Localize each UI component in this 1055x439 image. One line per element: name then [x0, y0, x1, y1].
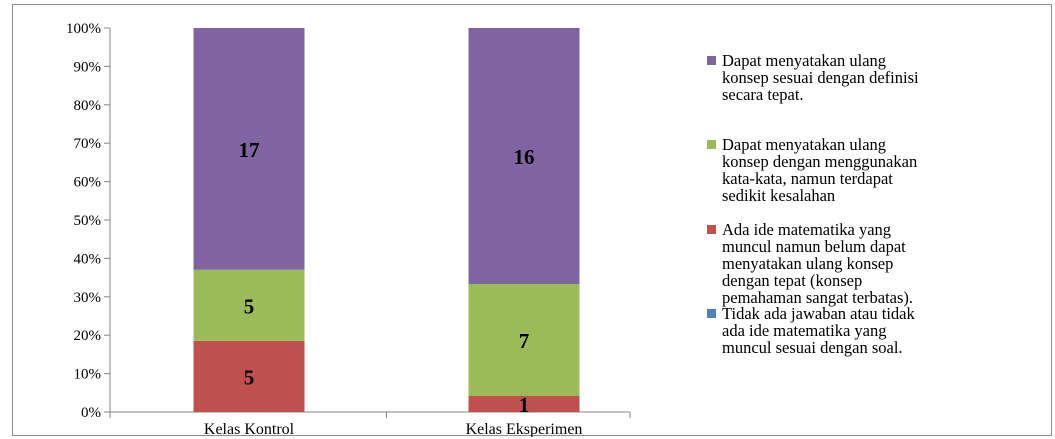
- legend-label: Tidak ada jawaban atau tidak: [722, 304, 915, 323]
- y-tick-label: 20%: [74, 328, 102, 344]
- data-label: 1: [519, 393, 530, 417]
- y-tick-label: 90%: [74, 59, 102, 75]
- bar-segment: [193, 269, 305, 341]
- legend-label: konsep dengan menggunakan: [722, 152, 917, 171]
- legend-label: secara tepat.: [722, 85, 804, 104]
- data-label: 5: [244, 365, 255, 389]
- y-tick-label: 70%: [74, 136, 102, 152]
- legend-label: pemahaman sangat terbatas).: [722, 288, 913, 307]
- y-tick-label: 60%: [74, 175, 102, 191]
- y-tick-label: 100%: [66, 21, 101, 37]
- legend-label: menyatakan ulang konsep: [722, 254, 893, 273]
- y-tick-label: 10%: [74, 367, 102, 383]
- legend-label: Ada ide matematika yang: [722, 220, 891, 239]
- chart-frame: 0% 10% 20% 30% 40% 50% 60% 70% 80% 90% 100% Kelas K…: [12, 4, 1052, 437]
- legend-swatch: [707, 309, 716, 318]
- legend-label: Dapat menyatakan ulang: [722, 135, 886, 154]
- legend-label: muncul sesuai dengan soal.: [722, 338, 903, 357]
- y-tick-label: 40%: [74, 251, 102, 267]
- legend-swatch: [707, 140, 716, 149]
- bar-segment: [193, 28, 305, 270]
- legend-label: konsep sesuai dengan definisi: [722, 68, 919, 87]
- y-tick-label: 80%: [74, 98, 102, 114]
- data-label: 5: [244, 294, 255, 318]
- bar-segment: [193, 340, 305, 412]
- legend-swatch: [707, 225, 716, 234]
- stacked-bar-chart: 0% 10% 20% 30% 40% 50% 60% 70% 80% 90% 100% Kelas K…: [66, 21, 919, 437]
- data-label: 7: [519, 329, 530, 353]
- legend-label: kata-kata, namun terdapat: [722, 169, 893, 188]
- y-tick-label: 50%: [74, 213, 102, 229]
- y-tick-label: 30%: [74, 290, 102, 306]
- y-tick-label: 0%: [81, 405, 101, 421]
- bar-segment: [468, 28, 580, 284]
- legend-label: sedikit kesalahan: [722, 186, 835, 205]
- data-label: 16: [514, 145, 535, 169]
- legend-label: dengan tepat (konsep: [722, 271, 862, 290]
- data-label: 17: [239, 138, 260, 162]
- legend-label: muncul namun belum dapat: [722, 237, 906, 256]
- x-category-label: Kelas Eksperimen: [466, 421, 583, 437]
- legend-label: ada ide matematika yang: [722, 321, 886, 340]
- bar-segment: [468, 396, 580, 412]
- bar-segment: [468, 284, 580, 396]
- legend-label: Dapat menyatakan ulang: [722, 51, 886, 70]
- x-category-label: Kelas Kontrol: [204, 421, 295, 437]
- legend-swatch: [707, 56, 716, 65]
